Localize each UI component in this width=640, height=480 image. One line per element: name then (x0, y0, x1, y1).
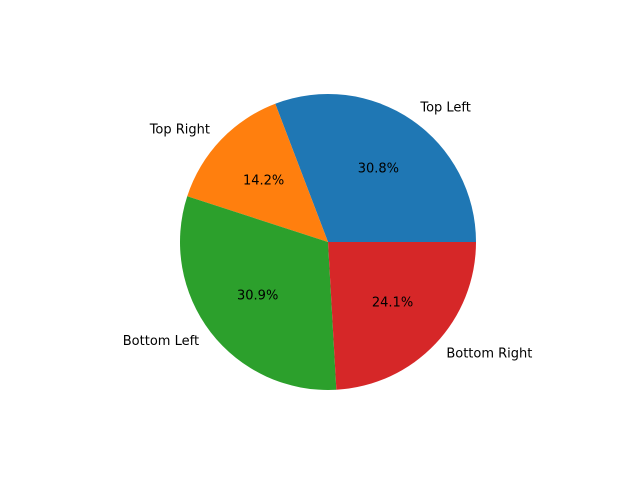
pie-slices (179, 94, 476, 390)
pie-slice-top-left (275, 94, 476, 243)
pie-label-bottom-left: Bottom Left (123, 334, 199, 349)
pie-percent-top-right: 14.2% (243, 173, 284, 188)
pie-slice-top-right (187, 103, 328, 242)
pie-label-bottom-right: Bottom Right (446, 346, 532, 361)
pie-percent-bottom-left: 30.9% (237, 289, 278, 304)
pie-slice-bottom-left (179, 196, 337, 390)
pie-labels: Top Left 30.8% Top Right 14.2% Bottom Left 30… (123, 100, 533, 361)
pie-label-top-left: Top Left (419, 100, 471, 115)
pie-percent-top-left: 30.8% (358, 161, 399, 176)
pie-label-top-right: Top Right (149, 122, 210, 137)
pie-slice-bottom-right (328, 242, 476, 390)
pie-percent-bottom-right: 24.1% (372, 295, 413, 310)
